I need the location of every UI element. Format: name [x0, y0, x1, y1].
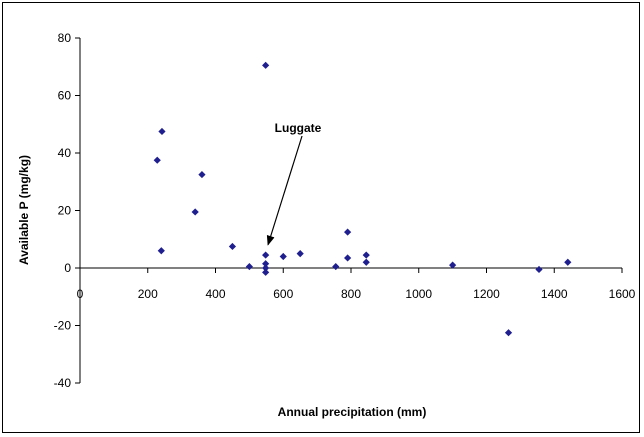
y-axis-ticks: -40 -20 0 20 40 60 80 — [54, 31, 80, 390]
y-tick-label: 40 — [58, 146, 72, 160]
x-tick-label: 1000 — [405, 287, 432, 301]
data-point — [296, 250, 304, 258]
y-tick-label: 80 — [58, 31, 72, 45]
x-tick-label: 1600 — [609, 287, 636, 301]
chart-frame — [2, 2, 640, 433]
data-point — [157, 247, 165, 255]
y-tick-label: 60 — [58, 89, 72, 103]
x-tick-label: 400 — [205, 287, 225, 301]
annotation-label: Luggate — [275, 121, 322, 135]
data-point — [332, 262, 340, 271]
data-point — [262, 260, 270, 268]
data-points — [153, 61, 572, 337]
data-point — [262, 268, 270, 276]
data-point — [191, 208, 199, 216]
data-point — [344, 254, 352, 262]
data-point — [504, 329, 513, 337]
data-point — [153, 156, 161, 164]
y-tick-label: 20 — [58, 204, 72, 218]
x-tick-label: 0 — [77, 287, 84, 301]
data-point — [245, 262, 253, 271]
y-axis-label: Available P (mg/kg) — [17, 155, 31, 265]
data-point — [344, 228, 352, 236]
data-point — [279, 252, 287, 261]
data-point — [262, 251, 270, 259]
data-point — [158, 127, 166, 136]
axes — [79, 38, 622, 383]
data-point — [535, 265, 543, 274]
x-tick-label: 1400 — [541, 287, 568, 301]
x-axis-ticks: 0 200 400 600 800 1000 1200 1400 1600 — [77, 268, 636, 301]
x-tick-label: 800 — [341, 287, 361, 301]
annotation-arrow — [266, 135, 303, 246]
data-point — [564, 258, 572, 266]
data-point — [262, 264, 270, 272]
annotations: Luggate — [266, 121, 322, 246]
data-point — [449, 261, 457, 269]
data-point — [362, 258, 370, 266]
x-tick-label: 200 — [138, 287, 158, 301]
y-tick-label: 0 — [64, 261, 71, 275]
y-tick-label: -40 — [54, 376, 72, 390]
y-tick-label: -20 — [54, 319, 72, 333]
data-point — [228, 242, 237, 251]
x-axis-label: Annual precipitation (mm) — [278, 405, 427, 419]
data-point — [262, 61, 270, 69]
x-tick-label: 1200 — [473, 287, 500, 301]
data-point — [362, 251, 370, 259]
data-point — [198, 170, 206, 179]
x-tick-label: 600 — [273, 287, 293, 301]
